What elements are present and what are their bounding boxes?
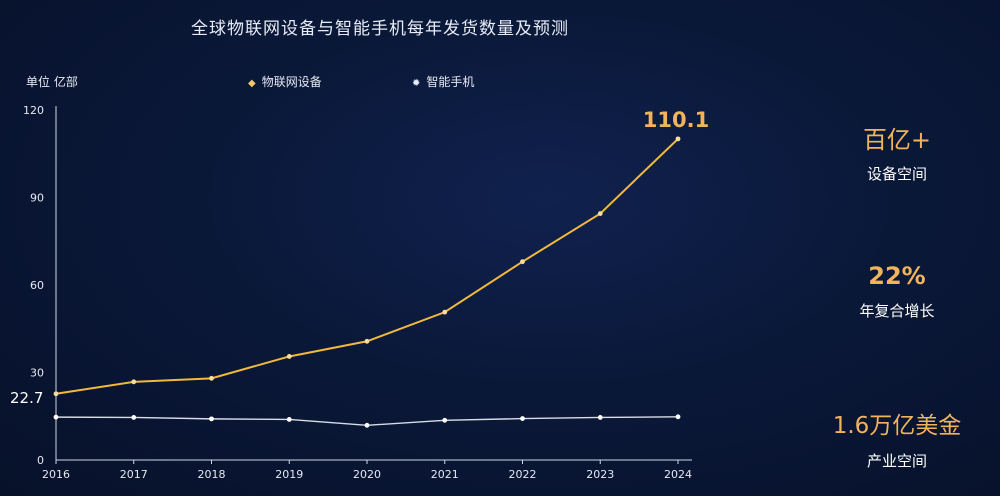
x-tick-label: 2024 <box>664 468 692 481</box>
data-point-phone <box>286 417 292 422</box>
legend-label-iot: 物联网设备 <box>261 75 322 89</box>
data-point-iot <box>286 354 292 359</box>
data-point-phone <box>520 416 525 421</box>
data-label-end: 110.1 <box>643 108 709 132</box>
legend-item-iot: ◆ 物联网设备 <box>248 73 322 90</box>
data-point-phone <box>364 422 370 428</box>
y-tick-label: 120 <box>23 104 44 117</box>
data-point-phone <box>442 417 448 423</box>
y-tick-label: 0 <box>37 454 44 467</box>
stat-industry-space-value: 1.6万亿美金 <box>832 413 962 439</box>
x-tick-label: 2017 <box>120 468 148 481</box>
stat-device-space-value: 百亿+ <box>862 126 932 154</box>
x-tick-label: 2018 <box>198 468 226 481</box>
chart-title: 全球物联网设备与智能手机每年发货数量及预测 <box>191 19 569 39</box>
stat-device-space-caption: 设备空间 <box>866 165 927 183</box>
data-point-iot <box>675 136 681 142</box>
x-tick-label: 2022 <box>509 468 537 481</box>
legend-item-phone: ✹ 智能手机 <box>412 73 474 90</box>
data-label-start: 22.7 <box>10 389 43 407</box>
x-tick-label: 2021 <box>431 468 459 481</box>
stat-cagr-value: 22% <box>868 262 926 290</box>
data-point-iot <box>520 259 525 265</box>
data-point-phone <box>597 415 603 420</box>
x-tick-label: 2023 <box>586 468 614 481</box>
data-point-phone <box>131 415 137 420</box>
legend-label-phone: 智能手机 <box>426 75 475 89</box>
data-point-iot <box>442 309 448 315</box>
x-tick-label: 2020 <box>353 468 381 481</box>
data-point-iot <box>209 375 214 381</box>
data-point-iot <box>53 391 59 397</box>
y-axis-unit-label: 单位 亿部 <box>26 75 78 89</box>
x-tick-label: 2016 <box>42 468 70 481</box>
x-tick-label: 2019 <box>275 468 303 481</box>
data-point-phone <box>675 414 681 420</box>
circle-icon: ✹ <box>412 78 421 89</box>
diamond-icon: ◆ <box>248 78 256 89</box>
data-point-phone <box>209 416 214 422</box>
data-point-phone <box>53 414 59 420</box>
data-point-iot <box>131 379 137 385</box>
y-tick-label: 30 <box>30 367 44 380</box>
data-point-iot <box>364 338 370 344</box>
data-point-iot <box>597 211 603 216</box>
stat-industry-space-caption: 产业空间 <box>866 452 927 470</box>
stat-cagr-caption: 年复合增长 <box>859 302 935 320</box>
series-line-iot <box>55 138 679 395</box>
y-tick-label: 90 <box>30 192 44 205</box>
y-tick-label: 60 <box>30 279 44 292</box>
